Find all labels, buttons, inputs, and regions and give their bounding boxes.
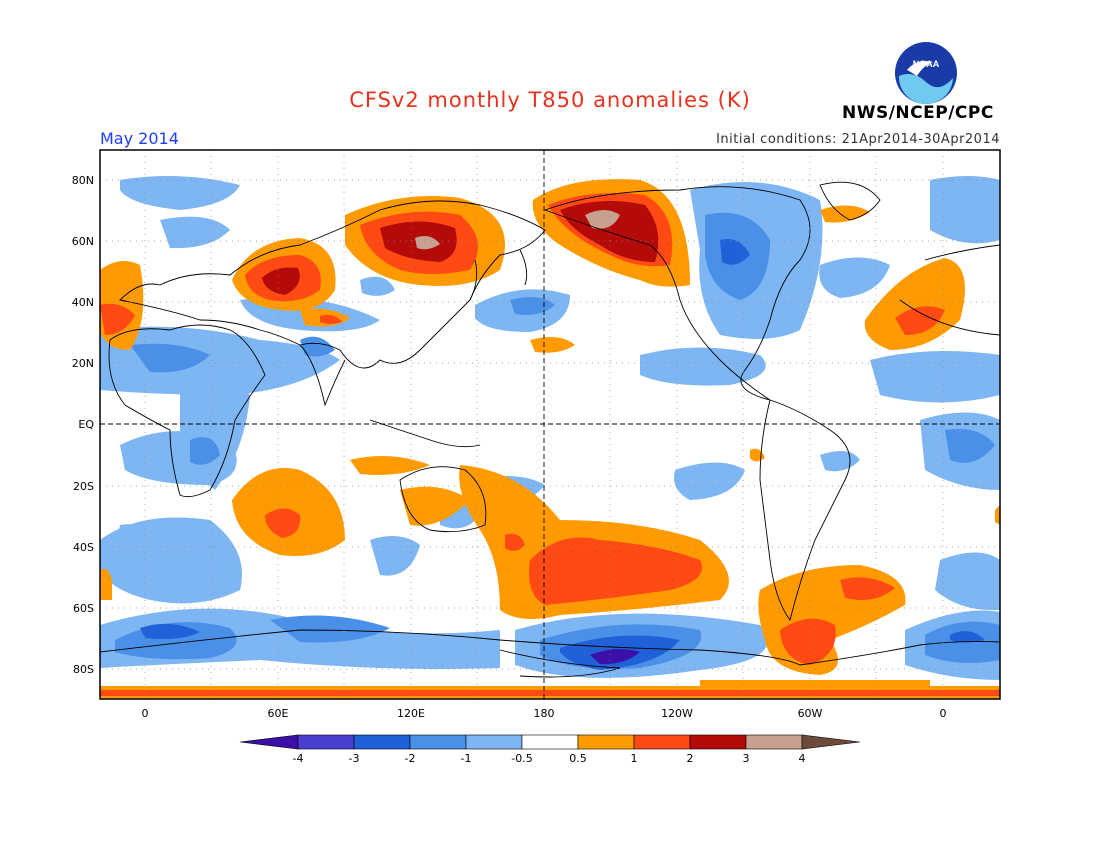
colorbar-label: 0.5 (569, 752, 587, 765)
colorbar-label: -0.5 (511, 752, 532, 765)
colorbar-swatch (297, 734, 355, 750)
colorbar-swatch (689, 734, 747, 750)
colorbar-label: -3 (349, 752, 360, 765)
lat-label: EQ (78, 418, 94, 431)
lat-label: 40S (73, 541, 94, 554)
map-frame (99, 149, 1001, 700)
colorbar-swatch (577, 734, 635, 750)
noaa-logo-icon: NOAA (895, 42, 957, 105)
colorbar-arrow-right (801, 734, 861, 750)
lat-label: 80N (72, 174, 94, 187)
colorbar-label: -2 (405, 752, 416, 765)
cold-arctic-atlantic (120, 176, 240, 210)
lat-label: 20N (72, 357, 94, 370)
colorbar-label: 3 (743, 752, 750, 765)
initial-conditions: Initial conditions: 21Apr2014-30Apr2014 (716, 132, 1000, 147)
south-pole-warm-band-core (100, 690, 1000, 696)
map-gridlines (100, 150, 1000, 699)
colorbar-swatch (521, 734, 579, 750)
agency-label: NWS/NCEP/CPC (842, 103, 994, 123)
colorbar-label: 1 (631, 752, 638, 765)
lon-label: 60E (268, 707, 289, 720)
lat-label: 60S (73, 602, 94, 615)
colorbar-label: 4 (799, 752, 806, 765)
cold-north-africa (100, 326, 340, 395)
chart-title: CFSv2 monthly T850 anomalies (K) (349, 88, 751, 112)
lon-label: 120W (661, 707, 693, 720)
colorbar-swatch (409, 734, 467, 750)
logo-text: NOAA (913, 59, 940, 69)
lat-label: 60N (72, 235, 94, 248)
colorbar-label: -1 (461, 752, 472, 765)
lon-label: 0 (142, 707, 149, 720)
coastlines (100, 181, 1000, 678)
colorbar-swatch (465, 734, 523, 750)
colorbar-label: -4 (293, 752, 304, 765)
colorbar-swatch (353, 734, 411, 750)
forecast-month: May 2014 (100, 129, 179, 148)
colorbar-arrow-left (239, 734, 299, 750)
lon-label: 180 (534, 707, 555, 720)
lat-label: 20S (73, 480, 94, 493)
lon-label: 60W (798, 707, 823, 720)
lat-label: 40N (72, 296, 94, 309)
colorbar-swatch (633, 734, 691, 750)
lat-label: 80S (73, 663, 94, 676)
lon-label: 120E (397, 707, 425, 720)
anomaly-fields (100, 176, 1000, 699)
lon-label: 0 (940, 707, 947, 720)
colorbar-label: 2 (687, 752, 694, 765)
colorbar: -4 -3 -2 -1 -0.5 0.5 1 2 3 4 (239, 734, 861, 765)
colorbar-swatch (745, 734, 803, 750)
cold-east-pacific (640, 347, 766, 386)
